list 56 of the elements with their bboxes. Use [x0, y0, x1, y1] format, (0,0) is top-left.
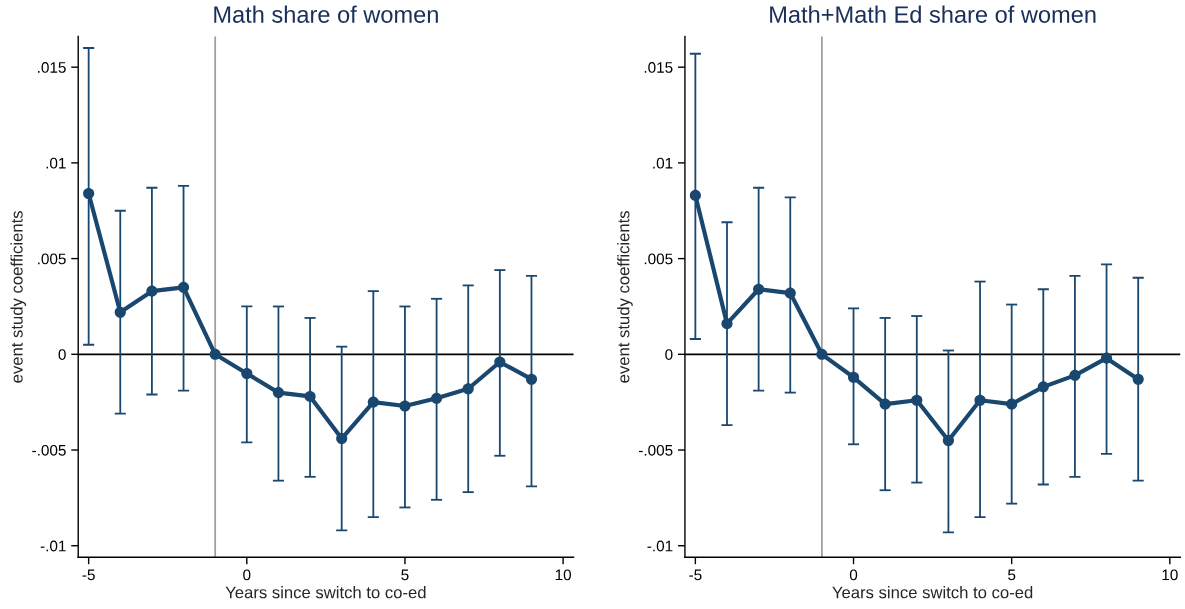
y-tick-label: .015 — [644, 62, 673, 73]
x-tick-label: 0 — [849, 569, 858, 581]
x-axis-title: Years since switch to co-ed — [832, 586, 1033, 599]
x-tick-label: 5 — [401, 569, 409, 581]
y-tick-label: .01 — [46, 157, 66, 169]
point — [241, 367, 253, 380]
y-tick-label: -.005 — [638, 444, 673, 456]
point — [1132, 373, 1144, 385]
x-tick-label: -5 — [82, 569, 95, 581]
y-axis-title: event study coefficients — [617, 211, 633, 383]
point — [209, 348, 221, 360]
point — [304, 390, 316, 402]
y-tick-label: -.005 — [32, 444, 66, 456]
x-tick-label: 0 — [243, 569, 251, 581]
point — [879, 398, 891, 410]
point — [367, 396, 379, 408]
point — [689, 189, 701, 201]
point — [83, 187, 95, 200]
point — [336, 432, 348, 445]
point — [1006, 398, 1018, 410]
point — [272, 387, 284, 399]
y-tick-label: 0 — [665, 349, 673, 360]
y-tick-label: .005 — [644, 253, 673, 265]
y-tick-label: .015 — [38, 62, 66, 73]
point — [847, 371, 860, 383]
point — [1069, 369, 1081, 381]
y-tick-label: -.01 — [647, 540, 673, 552]
y-tick-label: 0 — [58, 349, 66, 360]
point — [177, 281, 190, 293]
point — [494, 356, 506, 368]
y-tick-label: .005 — [38, 253, 66, 265]
x-tick-label: 10 — [1162, 569, 1178, 581]
point — [721, 318, 733, 330]
point — [399, 400, 411, 412]
x-tick-label: -5 — [689, 569, 702, 581]
chart-title: Math share of women — [214, 5, 438, 23]
y-tick-label: .01 — [653, 157, 673, 169]
point — [784, 287, 796, 299]
point — [525, 373, 538, 385]
point — [974, 394, 986, 406]
point — [114, 306, 126, 318]
point — [1037, 381, 1049, 393]
x-axis-title: Years since switch to co-ed — [225, 586, 426, 599]
x-tick-label: 10 — [555, 569, 571, 581]
point — [462, 383, 474, 395]
point — [1101, 352, 1113, 364]
y-tick-label: -.01 — [40, 540, 66, 552]
point — [753, 283, 765, 295]
point — [911, 394, 923, 406]
x-tick-label: 5 — [1008, 569, 1016, 581]
point — [816, 348, 828, 360]
point — [146, 285, 158, 297]
chart-title: Math+Math Ed share of women — [770, 5, 1096, 23]
point — [942, 434, 954, 447]
point — [431, 392, 443, 404]
y-axis-title: event study coefficients — [10, 211, 27, 383]
